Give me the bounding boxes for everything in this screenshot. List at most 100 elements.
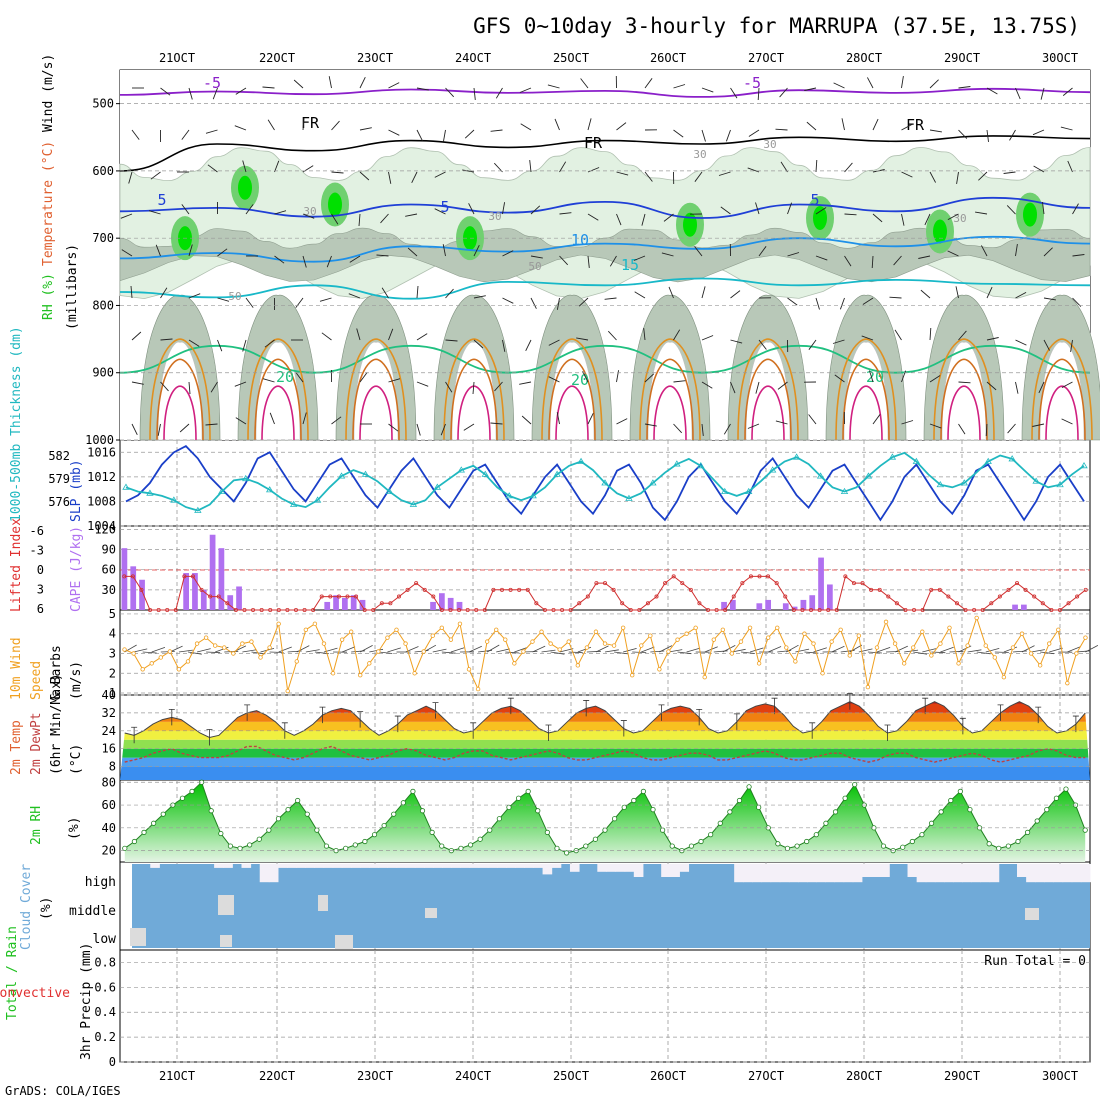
warm-contour: [639, 338, 701, 441]
wind-speed-marker: [176, 667, 182, 672]
lifted-index-marker: [748, 574, 753, 579]
wind-barb: [958, 330, 967, 341]
wind-speed-marker: [557, 647, 562, 652]
wind-speed-marker: [693, 625, 698, 630]
rh-marker: [1034, 818, 1040, 824]
lifted-index-tick: -3: [30, 544, 44, 558]
surface-wind-barb: [151, 647, 166, 653]
surface-wind-barb: [831, 645, 845, 653]
wind-barb: [548, 339, 560, 346]
wind-barb: [787, 252, 800, 257]
wind-barb: [616, 418, 628, 425]
contour-label: 15: [621, 256, 639, 274]
surface-wind-barb: [378, 651, 393, 654]
rh-marker: [612, 816, 618, 822]
rh-marker: [247, 842, 253, 848]
cape-bar: [183, 573, 190, 610]
wind-barb: [120, 213, 133, 219]
precip-tick-label: 0.6: [94, 980, 116, 994]
wind-barb: [359, 171, 370, 181]
wind-barb: [633, 255, 646, 261]
warm-contour: [156, 358, 204, 441]
wind-speed-marker: [475, 686, 481, 692]
wind-speed-marker: [158, 655, 163, 660]
lifted-index-line: [124, 575, 1087, 611]
wind-barb: [894, 329, 902, 341]
wind-barb: [755, 381, 760, 394]
rh-marker: [343, 845, 349, 851]
temp-color-bands: [120, 701, 1090, 780]
wind-barb: [1032, 423, 1045, 427]
date-tick-bottom: 25OCT: [553, 1069, 589, 1083]
wind-speed-marker: [212, 643, 218, 648]
wind-barb: [673, 423, 683, 434]
rh-marker: [122, 845, 128, 851]
wind-speed-marker: [983, 643, 988, 648]
thickness-marker: [673, 460, 681, 467]
temp-band: [120, 739, 1090, 749]
date-tick-top: 28OCT: [846, 51, 882, 65]
thickness-marker: [840, 487, 849, 494]
precip-ylabel-rain: Total / Rain: [5, 926, 20, 1020]
wind-barb: [1033, 165, 1045, 173]
wind-barb: [986, 129, 989, 142]
lifted-index-marker: [268, 608, 273, 613]
series-line: [125, 451, 1085, 512]
temp-ylabel-part: 2m DewPt: [29, 712, 44, 775]
wind-barb: [587, 255, 590, 268]
wind-barb: [160, 287, 168, 299]
temperature-2m-panel: 40 32 24 16 8: [102, 688, 1090, 780]
contour-label: 30: [763, 138, 776, 151]
cloud-high-gap: [451, 864, 461, 868]
wind-barb: [804, 87, 817, 91]
lifted-index-marker: [1040, 601, 1045, 606]
wind-barb: [986, 87, 998, 95]
date-tick-top: 30OCT: [1042, 51, 1078, 65]
date-tick-top: 22OCT: [259, 51, 295, 65]
lifted-index-marker: [122, 574, 127, 579]
rh-marker: [275, 816, 282, 822]
wind-barb: [502, 339, 506, 352]
cloud-high-gap: [871, 864, 881, 877]
wind-barb: [929, 327, 932, 341]
wind-speed-marker: [1047, 641, 1052, 646]
temp-minmax-bar: [959, 717, 966, 735]
lifted-index-marker: [946, 594, 951, 599]
wind-barb: [493, 162, 503, 173]
wind-speed-marker: [367, 661, 372, 666]
wind-speed-marker: [838, 627, 843, 632]
cloud-high-gap: [743, 864, 753, 883]
wind-speed-marker: [856, 633, 862, 638]
lifted-index-marker: [791, 608, 796, 613]
wind-barb: [445, 288, 454, 299]
wind-barb: [730, 290, 741, 299]
surface-wind-barb: [278, 646, 292, 653]
slp-thickness-panel: 1016 1012 1008 1004 582 579 576: [48, 444, 1090, 533]
cape-bar: [236, 586, 242, 610]
precip-tick-label: 0.2: [94, 1030, 116, 1044]
cloud-high-gap: [1035, 864, 1045, 883]
lifted-index-marker: [697, 601, 702, 606]
cloud-high-gap: [752, 864, 763, 883]
warm-contour: [254, 358, 302, 441]
lifted-index-marker: [439, 608, 444, 613]
cloud-high-gap: [524, 864, 534, 868]
temp-ylabel-part: (6hr Min/Max): [49, 673, 64, 775]
wind-barb: [556, 297, 560, 310]
wind-barb: [490, 129, 503, 132]
contour-label: -5: [743, 74, 761, 92]
cape-bar: [333, 595, 339, 610]
cape-bar: [324, 601, 331, 610]
warm-contour: [849, 385, 883, 441]
wind-speed-marker: [684, 631, 689, 636]
wind-barb: [520, 123, 532, 131]
wind-barb: [405, 213, 418, 217]
lifted-index-marker: [774, 581, 779, 586]
wind-speed-marker: [1083, 635, 1088, 640]
wind-barb: [893, 255, 902, 266]
wind-barb: [587, 213, 599, 221]
wind-barb: [519, 87, 532, 93]
wind-barb: [502, 202, 506, 215]
lifted-index-marker: [568, 608, 573, 613]
surface-wind-barb: [650, 650, 665, 653]
